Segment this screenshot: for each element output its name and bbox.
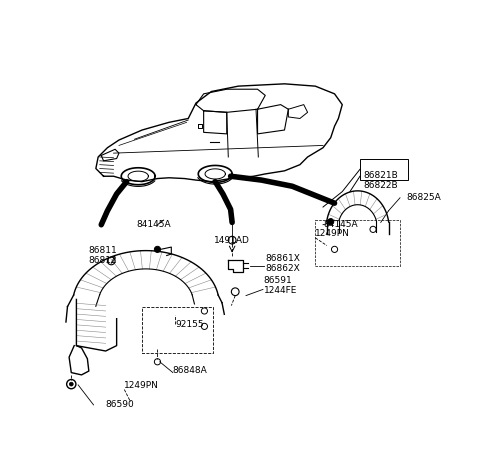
Text: 84145A: 84145A — [136, 220, 170, 229]
Text: 86825A: 86825A — [406, 193, 441, 202]
Text: 86848A: 86848A — [173, 366, 207, 375]
Text: 1249PN: 1249PN — [124, 381, 159, 390]
Text: 86811
86812: 86811 86812 — [88, 246, 117, 265]
Text: 92155: 92155 — [175, 319, 204, 328]
Circle shape — [328, 219, 334, 225]
Text: 86821B
86822B: 86821B 86822B — [363, 171, 398, 190]
Text: 86591
1244FE: 86591 1244FE — [264, 276, 297, 295]
Circle shape — [70, 382, 73, 386]
Circle shape — [155, 246, 160, 253]
Text: 1491AD: 1491AD — [214, 237, 250, 245]
Text: 86861X
86862X: 86861X 86862X — [265, 254, 300, 273]
Text: 86590: 86590 — [105, 401, 134, 410]
Text: 84145A: 84145A — [323, 220, 358, 229]
Text: 1249PN: 1249PN — [315, 229, 350, 238]
